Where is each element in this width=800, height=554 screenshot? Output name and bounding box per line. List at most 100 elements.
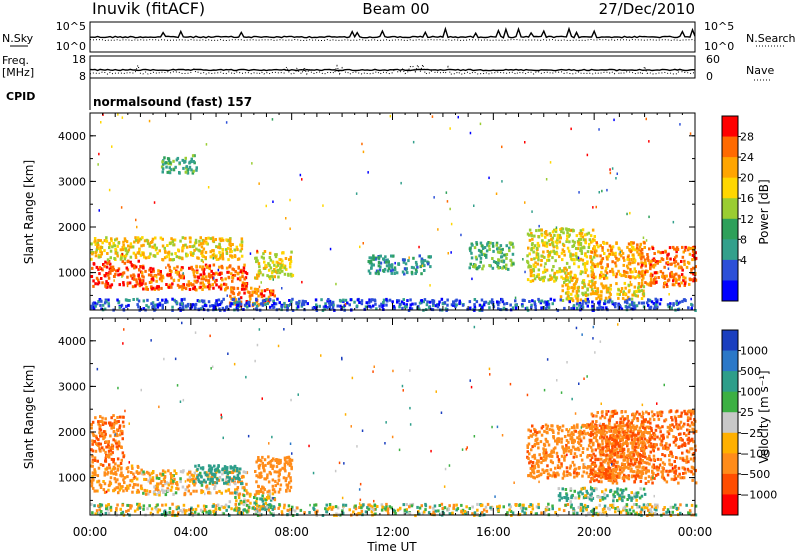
- colorbar-tick: 25: [740, 406, 754, 419]
- nsearch-tick-top: 10^5: [704, 20, 734, 33]
- data-region-0: [90, 464, 143, 495]
- data-region-2: [90, 236, 244, 262]
- y-tick-label: 3000: [58, 175, 86, 188]
- velocity-colorbar-label: Velocity [m s⁻¹]: [757, 370, 771, 463]
- data-region-11: [559, 281, 646, 303]
- data-scatter: [96, 321, 679, 514]
- x-tick-label: 16:00: [476, 525, 511, 539]
- x-tick-label: 08:00: [274, 525, 309, 539]
- nsky-label: N.Sky: [2, 32, 34, 45]
- power-colorbar: 28 24 20 16 12 8 4: [721, 115, 754, 302]
- velocity-yticks: 4000 3000 2000 1000: [58, 317, 695, 501]
- colorbar-segment: [722, 432, 738, 454]
- data-region-7: [468, 241, 515, 271]
- colorbar-tick: 24: [740, 151, 754, 164]
- cpid-program: normalsound (fast) 157: [93, 95, 252, 109]
- colorbar-segment: [722, 136, 738, 158]
- colorbar-tick: −25: [740, 427, 763, 440]
- power-xticks: [89, 113, 696, 310]
- nsky-panel: N.Sky 10^5 10^0 N.Search 10^5 10^0: [2, 20, 796, 53]
- data-region-9: [589, 240, 647, 280]
- x-tick-label: 04:00: [174, 525, 209, 539]
- colorbar-tick: −500: [740, 468, 770, 481]
- velocity-ylabel: Slant Range [km]: [22, 365, 36, 469]
- colorbar-tick: 16: [740, 192, 754, 205]
- x-tick-label: 12:00: [375, 525, 410, 539]
- colorbar-segment: [722, 218, 738, 240]
- nsearch-trace: [89, 38, 696, 42]
- power-colorbar-label: Power [dB]: [757, 179, 771, 244]
- data-region-3: [192, 464, 244, 486]
- nave-trace: [89, 62, 696, 76]
- power-yticks: 4000 3000 2000 1000: [58, 112, 695, 296]
- x-tick-label: 00:00: [678, 525, 713, 539]
- y-tick-label: 2000: [58, 221, 86, 234]
- velocity-data: [90, 321, 698, 518]
- y-tick-label: 1000: [58, 267, 86, 280]
- colorbar-tick: 100: [740, 386, 761, 399]
- colorbar-segment: [722, 494, 738, 516]
- cpid-row: CPID normalsound (fast) 157: [6, 78, 252, 110]
- colorbar-tick: 12: [740, 213, 754, 226]
- data-region-7: [589, 409, 698, 485]
- y-tick-label: 4000: [58, 130, 86, 143]
- colorbar-segment: [722, 259, 738, 281]
- data-region-10: [639, 245, 698, 289]
- beam-title: Beam 00: [362, 0, 429, 18]
- colorbar-tick: 20: [740, 172, 754, 185]
- date-title: 27/Dec/2010: [599, 0, 695, 18]
- data-region-4: [254, 250, 295, 281]
- data-region-6: [367, 254, 432, 276]
- nsearch-tick-bottom: 10^0: [704, 40, 734, 53]
- colorbar-tick: 8: [740, 233, 747, 246]
- x-axis-title: Time UT: [366, 540, 417, 554]
- data-region-0: [90, 259, 143, 289]
- freq-tick-top: 18: [72, 53, 86, 66]
- data-region-8: [526, 227, 597, 285]
- nave-tick-top: 60: [706, 53, 720, 66]
- power-ylabel: Slant Range [km]: [22, 160, 36, 264]
- colorbar-tick: 500: [740, 365, 761, 378]
- nsky-trace: [90, 26, 696, 39]
- colorbar-tick: 4: [740, 254, 747, 267]
- freq-unit: [MHz]: [2, 66, 34, 79]
- colorbar-segment: [722, 453, 738, 475]
- power-panel: 4000 3000 2000 1000 Slant Range [km] 28 24 20…: [22, 112, 771, 312]
- colorbar-segment: [722, 473, 738, 495]
- data-scatter: [97, 113, 692, 308]
- data-region-8: [557, 486, 647, 504]
- freq-tick-bottom: 8: [79, 70, 86, 83]
- y-tick-label: 4000: [58, 335, 86, 348]
- freq-trace: [89, 68, 696, 72]
- colorbar-segment: [722, 412, 738, 434]
- y-tick-label: 3000: [58, 380, 86, 393]
- colorbar-tick: 28: [740, 131, 754, 144]
- freq-panel: Freq. [MHz] 18 8 Nave 60 0: [2, 53, 774, 83]
- colorbar-segment: [722, 177, 738, 199]
- colorbar-segment: [722, 330, 738, 352]
- nsearch-label: N.Search: [746, 32, 796, 45]
- freq-label: Freq.: [2, 54, 29, 67]
- cpid-label: CPID: [6, 90, 35, 103]
- colorbar-tick: 1000: [740, 345, 768, 358]
- colorbar-segment: [722, 116, 738, 138]
- colorbar-tick: −1000: [740, 488, 777, 501]
- nsky-tick-top: 10^5: [56, 20, 86, 33]
- colorbar-segment: [722, 280, 738, 302]
- data-region-1: [140, 263, 249, 292]
- data-region-2: [90, 414, 126, 467]
- velocity-panel: 4000 3000 2000 1000 Slant Range [km] 1000 50…: [22, 317, 777, 518]
- x-tick-label: 20:00: [577, 525, 612, 539]
- power-data: [90, 113, 698, 312]
- data-region-6: [526, 423, 648, 481]
- colorbar-tick: −100: [740, 447, 770, 460]
- colorbar-segment: [722, 239, 738, 261]
- nsky-tick-bottom: 10^0: [56, 40, 86, 53]
- colorbar-segment: [722, 391, 738, 413]
- y-tick-label: 2000: [58, 426, 86, 439]
- colorbar-segment: [722, 371, 738, 393]
- colorbar-segment: [722, 157, 738, 179]
- velocity-xticks: [89, 318, 696, 515]
- nave-label: Nave: [746, 64, 774, 77]
